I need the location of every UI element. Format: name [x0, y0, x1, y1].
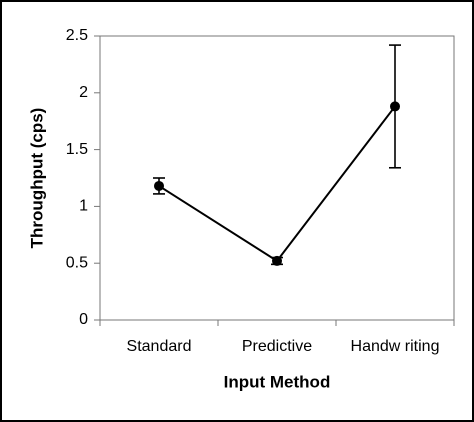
- y-tick-label: 2: [79, 84, 88, 101]
- point: [272, 255, 282, 266]
- y-axis-title: Throughput (cps): [27, 108, 46, 249]
- y-tick-label: 1: [79, 198, 88, 215]
- x-tick-label: Predictive: [242, 338, 312, 355]
- y-tick-label: 2.5: [66, 27, 88, 44]
- y-tick-label: 0.5: [66, 254, 88, 271]
- x-tick-label: Standard: [127, 338, 192, 355]
- point: [390, 101, 400, 112]
- x-axis-title: Input Method: [224, 372, 331, 391]
- y-tick-label: 1.5: [66, 141, 88, 158]
- point: [154, 180, 164, 191]
- y-tick-label: 0: [79, 311, 88, 328]
- plot-area: [99, 35, 455, 321]
- x-tick-label: Handw riting: [351, 338, 440, 355]
